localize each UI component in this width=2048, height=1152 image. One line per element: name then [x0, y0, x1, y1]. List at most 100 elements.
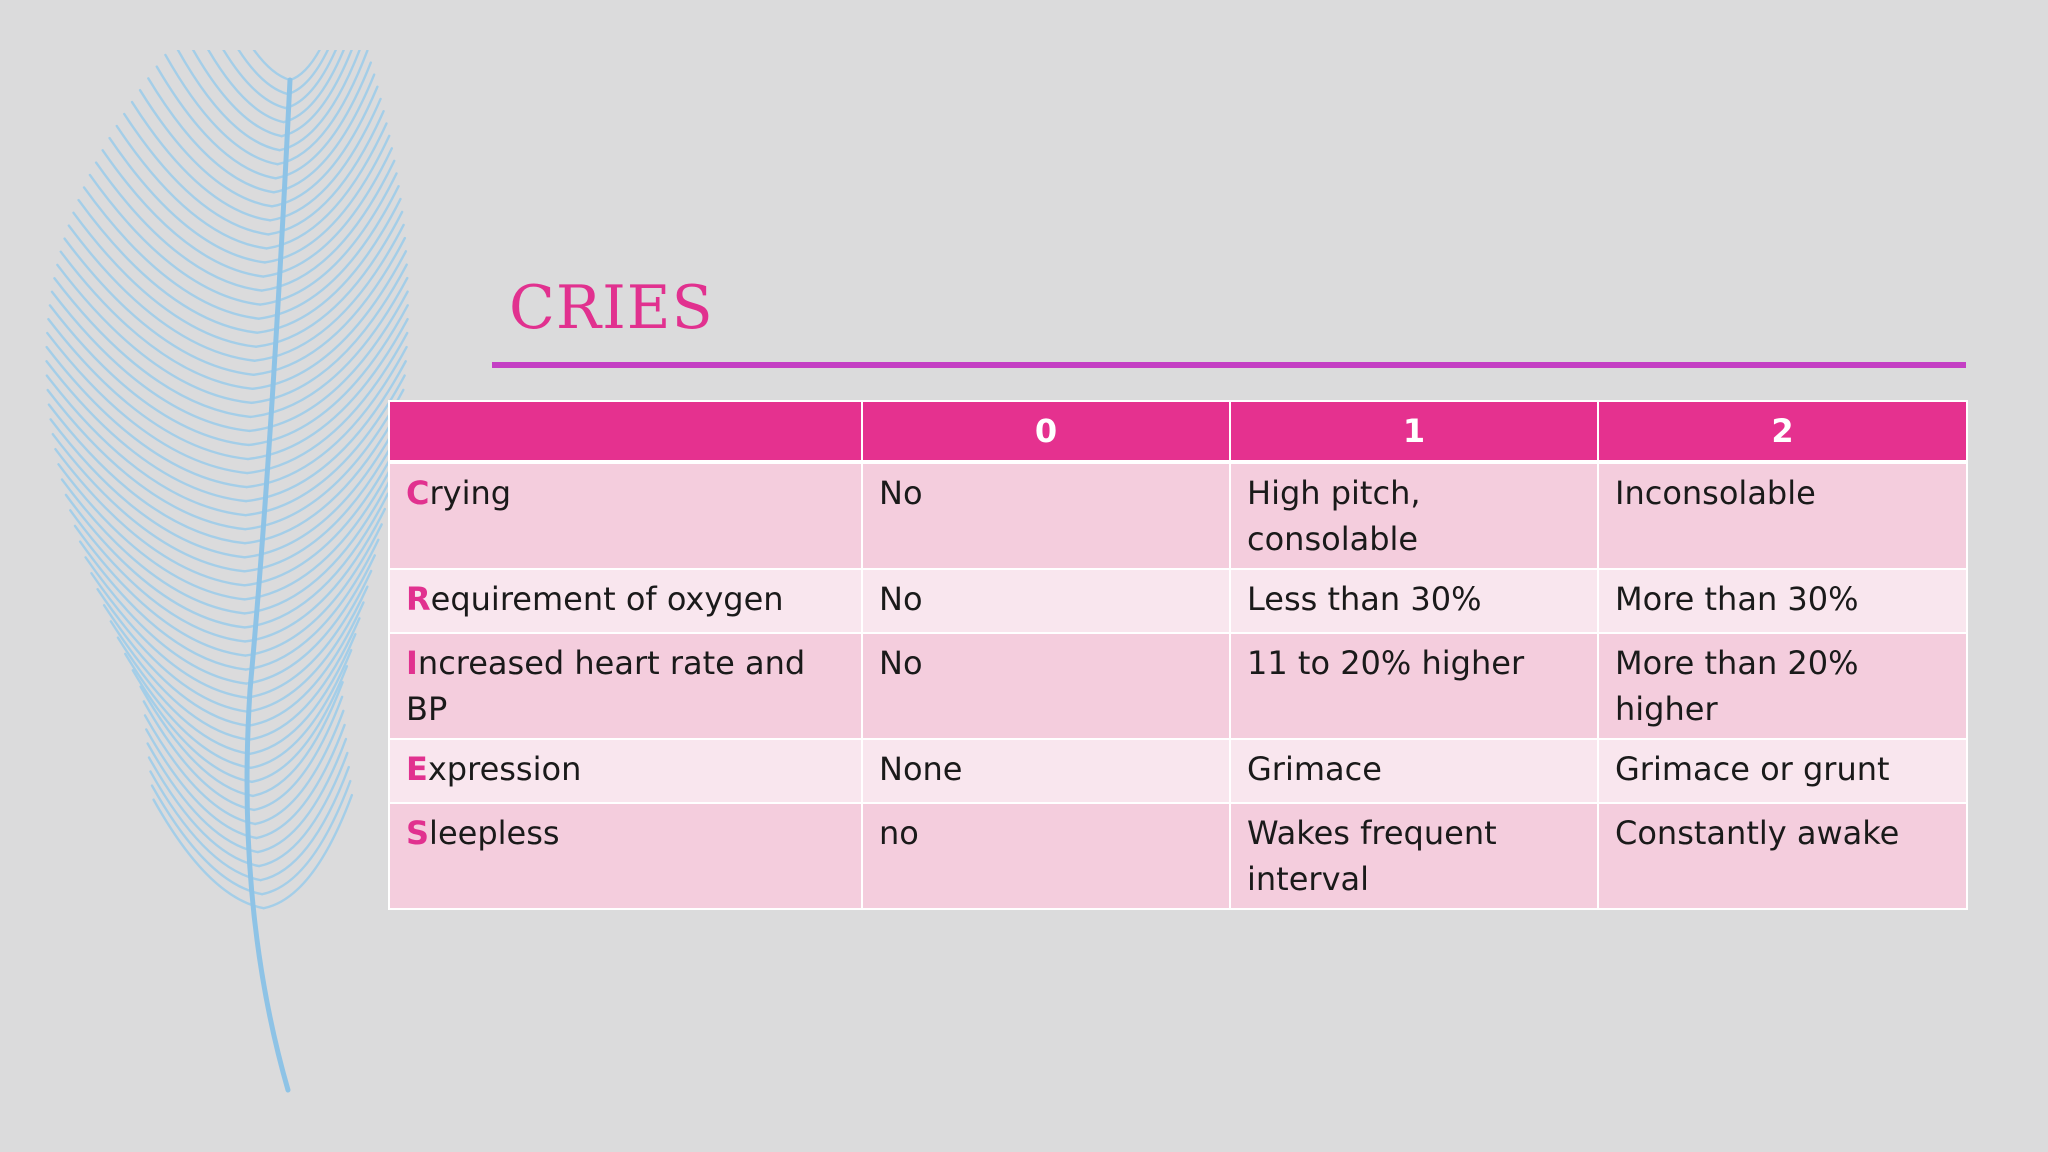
feather-barb: [260, 779, 352, 896]
criteria-rest: ncreased heart rate and BP: [406, 644, 806, 728]
header-score-0: 0: [861, 400, 1231, 464]
feather-barb: [116, 636, 252, 755]
criteria-rest: leepless: [429, 814, 560, 852]
page-title: CRIES: [509, 273, 714, 343]
feather-barb: [94, 161, 263, 292]
feather-barb: [243, 403, 403, 545]
criteria-rest: rying: [429, 474, 512, 512]
feather-barb: [191, 50, 283, 138]
feather-barb: [47, 403, 247, 545]
feather-barb: [115, 124, 268, 250]
header-score-1: 1: [1229, 400, 1599, 464]
feather-barb: [51, 432, 246, 573]
feather-barb: [246, 585, 369, 713]
feather-barb: [102, 604, 250, 727]
feather-barb: [82, 186, 260, 320]
score-1-cell: 11 to 20% higher: [1229, 632, 1599, 740]
feather-barb: [284, 50, 338, 110]
feather-barb: [77, 198, 259, 334]
score-2-cell: More than 30%: [1597, 568, 1968, 634]
criteria-cell: Requirement of oxygen: [388, 568, 863, 634]
feather-barb: [131, 669, 253, 784]
feather-barb: [45, 360, 248, 503]
feather-barb: [253, 709, 345, 826]
feather-barb: [246, 601, 365, 727]
feather-barb: [60, 478, 246, 615]
feather-barb: [48, 304, 250, 447]
feather-barb: [73, 524, 247, 657]
feather-barb: [278, 50, 361, 152]
table-row: Crying No High pitch, consolable Inconso…: [388, 461, 1968, 570]
feather-barb: [252, 695, 344, 812]
feather-barb: [53, 277, 252, 419]
criteria-cell: Expression: [388, 738, 863, 804]
score-2-cell: More than 20% higher: [1597, 632, 1968, 740]
feather-barb: [243, 477, 392, 615]
table-row: Requirement of oxygen No Less than 30% M…: [388, 568, 1968, 634]
feather-barb: [280, 50, 353, 138]
feather-barb: [96, 588, 249, 713]
score-0-cell: None: [861, 738, 1231, 804]
feather-barb: [282, 50, 345, 124]
feather-barb: [143, 714, 257, 826]
feather-barb: [276, 50, 369, 166]
feather-icon: [45, 50, 409, 1093]
feather-barb: [251, 681, 344, 798]
feather-barb: [101, 149, 265, 278]
score-2-cell: Grimace or grunt: [1597, 738, 1968, 804]
feather-barb: [243, 417, 402, 559]
feather-barb: [257, 751, 349, 868]
feather-barb: [243, 462, 395, 601]
feather-barb: [256, 737, 348, 854]
feather-barb: [244, 538, 380, 671]
score-1-cell: High pitch, consolable: [1229, 461, 1599, 570]
table-header-row: 0 1 2: [388, 400, 1968, 464]
feather-barb: [243, 447, 397, 587]
feather-barb: [47, 317, 250, 461]
feather-barb: [250, 664, 349, 784]
feather-barb: [243, 492, 390, 629]
feather-barb: [54, 447, 246, 587]
criteria-cell: Increased heart rate and BP: [388, 632, 863, 740]
feather-barb: [46, 388, 247, 531]
score-1-cell: Less than 30%: [1229, 568, 1599, 634]
feather-barb: [252, 50, 292, 82]
criteria-initial: R: [406, 580, 431, 618]
criteria-initial: C: [406, 474, 430, 512]
feather-barb: [164, 53, 279, 166]
feather-barb: [49, 418, 246, 559]
feather-barb: [63, 237, 255, 376]
feather-barb: [142, 700, 256, 812]
feather-barb: [255, 723, 346, 840]
feather-barb: [45, 345, 248, 489]
feather-barb: [45, 374, 247, 517]
cries-score-table: 0 1 2 Crying No High pitch, consolable I…: [388, 400, 1968, 910]
header-criteria: [388, 400, 863, 464]
feather-barb: [145, 728, 258, 840]
feather-barb: [50, 290, 251, 433]
feather-barb: [243, 507, 387, 643]
feather-barb: [124, 652, 252, 770]
feather-barb: [176, 50, 281, 152]
table-row: Expression None Grimace Grimace or grunt: [388, 738, 1968, 804]
feather-barb: [130, 100, 272, 222]
feather-barb: [146, 742, 259, 854]
feather-barb: [72, 211, 258, 348]
feather-barb: [288, 50, 321, 82]
score-2-cell: Constantly awake: [1597, 802, 1968, 910]
criteria-initial: S: [406, 814, 430, 852]
criteria-cell: Sleepless: [388, 802, 863, 910]
feather-barb: [155, 65, 277, 180]
feather-barb: [244, 374, 406, 517]
criteria-initial: I: [406, 644, 418, 682]
score-0-cell: No: [861, 461, 1231, 570]
score-0-cell: No: [861, 632, 1231, 740]
feather-barb: [138, 88, 274, 208]
feather-barb: [78, 540, 247, 671]
feather-barb: [88, 173, 262, 306]
feather-barb: [69, 509, 247, 643]
feather-barb: [149, 770, 262, 882]
feather-barb: [244, 523, 383, 657]
feather-barb: [207, 50, 285, 124]
score-2-cell: Inconsolable: [1597, 461, 1968, 570]
